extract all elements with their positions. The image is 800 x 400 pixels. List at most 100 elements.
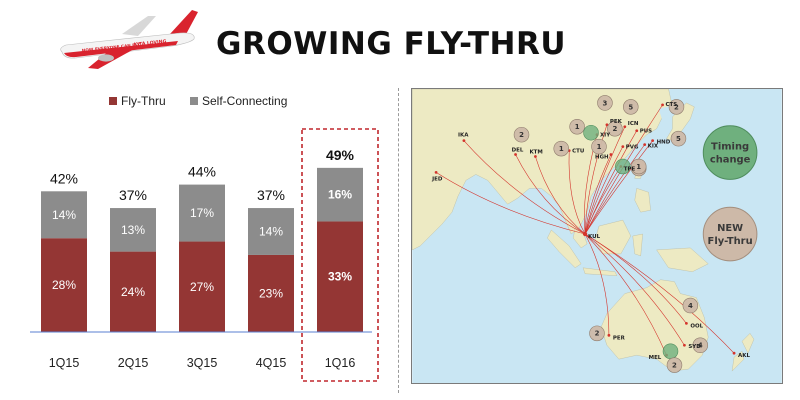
badge-CTU	[569, 118, 585, 135]
chart-legend: Fly-Thru Self-Connecting	[109, 94, 287, 108]
legend-new-line1: NEW	[717, 223, 743, 234]
route-lines	[434, 103, 736, 357]
badge-count-CTU-west: 1	[559, 145, 564, 153]
category-label-3Q15: 3Q15	[187, 356, 218, 370]
route-CTS	[584, 104, 663, 235]
bar-self-connecting-4Q15	[248, 208, 294, 255]
airport-label-KIX: KIX	[648, 144, 659, 150]
data-label-fly-thru-3Q15: 27%	[190, 280, 214, 294]
route-CTU	[568, 150, 586, 235]
airport-dot-KTM	[534, 155, 537, 158]
data-label-self-connecting-1Q16: 16%	[328, 188, 352, 202]
airport-dot-JED	[434, 171, 438, 174]
bar-self-connecting-1Q15	[41, 191, 87, 239]
hub-dot	[582, 231, 588, 237]
total-label-4Q15: 37%	[257, 187, 285, 203]
legend-swatch-self-connecting	[190, 97, 198, 105]
badge-HND	[670, 130, 687, 147]
route-PEK	[584, 124, 608, 235]
airport-label-JED: JED	[431, 176, 443, 182]
legend-timing-line1: Timing	[711, 142, 749, 153]
badge-TPE-east	[630, 158, 647, 175]
route-TPE	[584, 166, 622, 235]
route-HGH	[584, 154, 612, 235]
badge-TPE	[615, 158, 631, 175]
route-MEL	[584, 233, 667, 356]
bar-self-connecting-1Q16	[317, 167, 363, 222]
route-PER	[584, 233, 610, 336]
route-map: 211352211152442 KULIKAJEDDELKTMCTUXIYPEK…	[411, 88, 783, 384]
total-label-2Q15: 37%	[119, 187, 147, 203]
data-label-fly-thru-4Q15: 23%	[259, 286, 283, 300]
airport-label-IKA: IKA	[458, 133, 469, 139]
data-label-fly-thru-1Q15: 28%	[52, 278, 76, 292]
data-label-fly-thru-2Q15: 24%	[121, 285, 145, 299]
data-label-self-connecting-1Q15: 14%	[52, 208, 76, 222]
badge-count-CTS: 2	[674, 103, 679, 111]
legend-timing-change: Timing change	[702, 125, 758, 180]
page-title: GROWING FLY-THRU	[216, 26, 567, 62]
badge-count-SYD: 4	[698, 342, 703, 350]
airplane-image: NOW EVERYONE CAN FLY KITA LOVING	[60, 10, 198, 69]
bar-fly-thru-1Q15	[41, 238, 87, 332]
airport-dot-OOL	[685, 322, 688, 325]
total-label-3Q15: 44%	[188, 164, 216, 180]
data-label-self-connecting-4Q15: 14%	[259, 225, 283, 239]
bar-fly-thru-3Q15	[179, 241, 225, 332]
badge-count-TPE-east: 1	[636, 163, 641, 171]
plane-livery-text: NOW EVERYONE CAN FLY	[82, 42, 142, 53]
category-label-1Q16: 1Q16	[325, 356, 356, 370]
category-label-4Q15: 4Q15	[256, 356, 287, 370]
badge-PVG	[607, 120, 623, 137]
badge-count-ICN: 5	[628, 103, 633, 111]
highlight-box	[301, 128, 379, 382]
route-map-canvas: 211352211152442 KULIKAJEDDELKTMCTUXIYPEK…	[412, 89, 782, 383]
badge-count-PVG: 2	[612, 125, 617, 133]
badge-ICN	[623, 99, 639, 115]
bar-self-connecting-3Q15	[179, 184, 225, 242]
badge-count-DEL: 2	[519, 131, 524, 139]
airport-dot-HND	[651, 139, 655, 143]
route-SYD	[584, 233, 685, 346]
route-JED	[435, 172, 586, 235]
badge-MEL-south	[666, 357, 683, 373]
route-KIX	[584, 144, 645, 235]
badge-count-PER: 2	[595, 330, 600, 338]
plane-brand-text: KITA LOVING	[134, 39, 167, 48]
airport-dot-PEK	[605, 123, 609, 127]
badge-CTS	[668, 99, 685, 115]
badge-count-OOL: 4	[688, 302, 693, 310]
airport-dot-PUS	[635, 129, 639, 133]
bar-fly-thru-4Q15	[248, 254, 294, 332]
airport-label-PEK: PEK	[610, 119, 623, 125]
airport-dot-PER	[607, 333, 611, 337]
airport-label-AKL: AKL	[738, 353, 750, 359]
airport-dot-DEL	[514, 153, 517, 156]
airport-dot-AKL	[732, 351, 736, 355]
airport-label-TPE: TPE	[624, 166, 636, 172]
legend-swatch-fly-thru	[109, 97, 117, 105]
route-IKA	[463, 140, 586, 235]
badge-SYD	[692, 337, 709, 354]
airport-dot-KIX	[643, 143, 647, 147]
badge-XIY	[583, 124, 599, 141]
category-label-1Q15: 1Q15	[49, 356, 80, 370]
route-ICN	[584, 126, 626, 235]
legend-timing-line2: change	[710, 155, 751, 166]
airport-label-XIY: XIY	[600, 133, 610, 139]
legend-label-self-connecting: Self-Connecting	[202, 94, 287, 108]
airport-badges: 211352211152442	[513, 95, 709, 373]
bar-self-connecting-2Q15	[110, 208, 156, 252]
airport-dot-CTS	[661, 103, 664, 107]
airport-dot-PVG	[621, 145, 625, 148]
legend-label-fly-thru: Fly-Thru	[121, 94, 166, 108]
airport-dot-ICN	[623, 125, 627, 129]
legend-new-fly-thru: NEW Fly-Thru	[702, 206, 758, 262]
badge-MEL	[662, 343, 679, 359]
airport-dot-HGH	[609, 153, 613, 156]
airport-label-PVG: PVG	[626, 145, 639, 151]
bar-fly-thru-1Q16	[317, 221, 363, 332]
airport-label-DEL: DEL	[512, 148, 524, 154]
